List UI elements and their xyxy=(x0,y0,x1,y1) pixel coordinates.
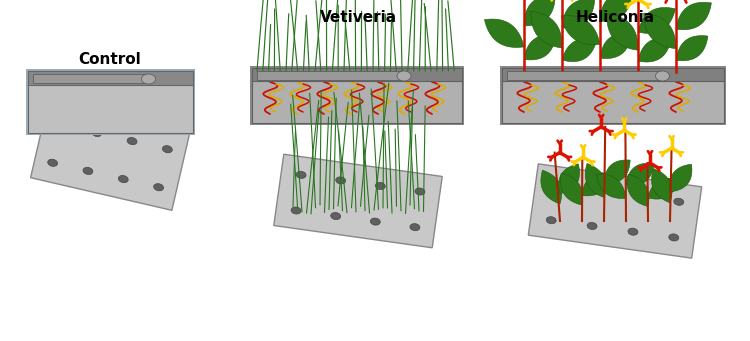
Polygon shape xyxy=(596,174,626,198)
Polygon shape xyxy=(561,16,600,45)
Polygon shape xyxy=(676,2,711,30)
Bar xyxy=(252,68,462,81)
Bar xyxy=(252,68,462,123)
Ellipse shape xyxy=(154,184,164,191)
Ellipse shape xyxy=(375,182,386,190)
Ellipse shape xyxy=(163,146,172,153)
Bar xyxy=(502,68,724,123)
Ellipse shape xyxy=(669,234,679,241)
Ellipse shape xyxy=(410,224,420,231)
Bar xyxy=(257,71,404,80)
Polygon shape xyxy=(562,0,595,28)
Polygon shape xyxy=(559,164,580,194)
Ellipse shape xyxy=(633,193,643,199)
Polygon shape xyxy=(484,19,524,47)
Ellipse shape xyxy=(415,188,425,195)
Text: Vetiveria: Vetiveria xyxy=(320,11,397,26)
Ellipse shape xyxy=(331,212,340,220)
Polygon shape xyxy=(648,178,678,199)
Ellipse shape xyxy=(291,207,301,214)
Bar xyxy=(28,71,193,85)
Polygon shape xyxy=(600,33,632,59)
Polygon shape xyxy=(604,160,630,183)
Ellipse shape xyxy=(546,217,556,224)
Polygon shape xyxy=(274,154,442,248)
Polygon shape xyxy=(638,8,676,33)
Bar xyxy=(33,74,148,83)
Text: Heliconia: Heliconia xyxy=(575,11,655,26)
Ellipse shape xyxy=(370,218,380,225)
Bar xyxy=(502,68,724,81)
Polygon shape xyxy=(524,0,555,26)
Polygon shape xyxy=(638,38,671,62)
Ellipse shape xyxy=(118,176,128,183)
Ellipse shape xyxy=(83,167,93,175)
Polygon shape xyxy=(562,39,597,62)
Ellipse shape xyxy=(628,228,638,235)
Ellipse shape xyxy=(551,181,561,188)
Bar xyxy=(26,69,195,135)
Ellipse shape xyxy=(142,74,155,84)
Ellipse shape xyxy=(336,177,346,184)
Bar xyxy=(250,66,464,125)
Polygon shape xyxy=(531,11,562,48)
Text: Control: Control xyxy=(79,51,141,66)
Ellipse shape xyxy=(656,71,670,81)
Ellipse shape xyxy=(56,121,66,128)
Ellipse shape xyxy=(592,187,602,194)
Bar xyxy=(500,66,726,125)
Polygon shape xyxy=(541,170,562,204)
Polygon shape xyxy=(524,35,556,60)
Polygon shape xyxy=(626,163,654,185)
Ellipse shape xyxy=(127,137,137,145)
Polygon shape xyxy=(528,164,702,258)
Ellipse shape xyxy=(48,159,58,166)
Ellipse shape xyxy=(92,129,102,136)
Polygon shape xyxy=(560,173,583,205)
Polygon shape xyxy=(652,168,672,203)
Ellipse shape xyxy=(296,171,306,178)
Polygon shape xyxy=(670,164,692,192)
Ellipse shape xyxy=(397,71,411,81)
Polygon shape xyxy=(644,13,676,48)
Ellipse shape xyxy=(674,198,684,205)
Polygon shape xyxy=(31,102,190,210)
Polygon shape xyxy=(627,174,649,207)
Polygon shape xyxy=(582,173,609,196)
Polygon shape xyxy=(676,36,708,61)
Bar xyxy=(28,71,193,133)
Polygon shape xyxy=(585,163,606,197)
Polygon shape xyxy=(600,0,632,21)
Ellipse shape xyxy=(587,222,597,229)
Polygon shape xyxy=(607,14,638,50)
Bar xyxy=(507,71,662,80)
